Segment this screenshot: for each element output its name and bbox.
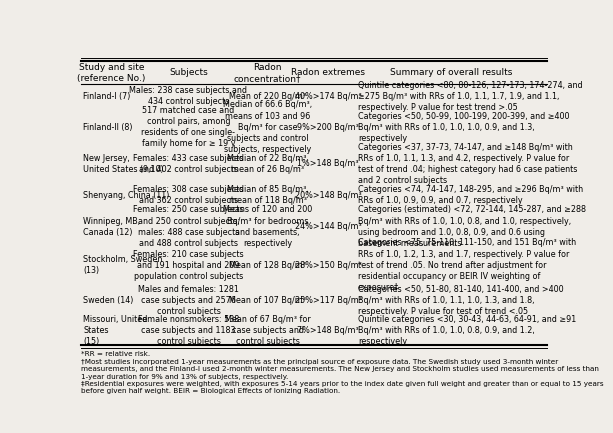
Text: †Most studies incorporated 1-year measurements as the principal source of exposu: †Most studies incorporated 1-year measur…: [82, 359, 600, 380]
Text: Mean of 128 Bq/m³: Mean of 128 Bq/m³: [229, 261, 306, 270]
Text: New Jersey,
United States (9,10): New Jersey, United States (9,10): [83, 154, 164, 174]
Text: 9%>200 Bq/m³: 9%>200 Bq/m³: [297, 123, 359, 132]
Text: 7%>148 Bq/m³: 7%>148 Bq/m³: [297, 326, 359, 335]
Text: Females: 250 case subjects
and 250 control subjects;
males: 488 case subjects
an: Females: 250 case subjects and 250 contr…: [133, 206, 244, 248]
Text: Study and site
(reference No.): Study and site (reference No.): [77, 63, 146, 83]
Text: 40%>174 Bq/m³: 40%>174 Bq/m³: [295, 92, 362, 101]
Text: Categories <50, 50-99, 100-199, 200-399, and ≥400
Bq/m³ with RRs of 1.0, 1.0, 1.: Categories <50, 50-99, 100-199, 200-399,…: [358, 112, 569, 143]
Text: Females: 308 case subjects
and 362 control subjects: Females: 308 case subjects and 362 contr…: [133, 185, 244, 205]
Text: 517 matched case and
control pairs, among
residents of one single-
family home f: 517 matched case and control pairs, amon…: [142, 106, 235, 148]
Text: Categories <75, 75-110, 111-150, and 151 Bq/m³ with
RRs of 1.0, 1.2, 1.3, and 1.: Categories <75, 75-110, 111-150, and 151…: [358, 239, 576, 292]
Text: Missouri, United
States
(15): Missouri, United States (15): [83, 315, 148, 346]
Text: Females: 433 case subjects
and 402 control subjects: Females: 433 case subjects and 402 contr…: [133, 154, 244, 174]
Text: Female nonsmokers: 538
case subjects and 1183
control subjects: Female nonsmokers: 538 case subjects and…: [138, 315, 239, 346]
Text: Females: 210 case subjects
and 191 hospital and 209
population control subjects: Females: 210 case subjects and 191 hospi…: [133, 249, 244, 281]
Text: *RR = relative risk.: *RR = relative risk.: [82, 351, 151, 357]
Text: Mean of 107 Bq/m³: Mean of 107 Bq/m³: [229, 296, 306, 305]
Text: Summary of overall results: Summary of overall results: [390, 68, 512, 78]
Text: Radon extremes: Radon extremes: [291, 68, 365, 78]
Text: Categories <37, 37-73, 74-147, and ≥148 Bq/m³ with
RRs of 1.0, 1.1, 1.3, and 4.2: Categories <37, 37-73, 74-147, and ≥148 …: [358, 143, 577, 185]
Text: Median of 85 Bq/m³,
mean of 118 Bq/m³: Median of 85 Bq/m³, mean of 118 Bq/m³: [227, 185, 308, 205]
Text: Males and females: 1281
case subjects and 2576
control subjects: Males and females: 1281 case subjects an…: [138, 285, 239, 316]
Text: Sweden (14): Sweden (14): [83, 296, 134, 305]
Text: Categories (estimated) <72, 72-144, 145-287, and ≥288
Bq/m³ with RRs of 1.0, 1.0: Categories (estimated) <72, 72-144, 145-…: [358, 206, 586, 248]
Text: Stockholm, Sweden
(13): Stockholm, Sweden (13): [83, 255, 162, 275]
Text: Radon
concentration†: Radon concentration†: [234, 63, 302, 83]
Text: Males: 238 case subjects and
434 control subjects: Males: 238 case subjects and 434 control…: [129, 86, 248, 107]
Text: 24%>144 Bq/m³: 24%>144 Bq/m³: [295, 222, 362, 231]
Text: Categories <50, 51-80, 81-140, 141-400, and >400
Bq/m³ with RRs of 1.0, 1.1, 1.0: Categories <50, 51-80, 81-140, 141-400, …: [358, 285, 563, 316]
Text: Median of 66.6 Bq/m³,
means of 103 and 96
Bq/m³ for case
subjects and control
su: Median of 66.6 Bq/m³, means of 103 and 9…: [223, 100, 312, 154]
Text: Finland-II (8): Finland-II (8): [83, 123, 133, 132]
Text: Winnipeg, MB,
Canada (12): Winnipeg, MB, Canada (12): [83, 216, 140, 237]
Text: Median of 22 Bq/m³,
mean of 26 Bq/m³: Median of 22 Bq/m³, mean of 26 Bq/m³: [227, 154, 308, 174]
Text: ‡Residential exposures were weighted, with exposures 5-14 years prior to the ind: ‡Residential exposures were weighted, wi…: [82, 381, 604, 394]
Text: 20%>148 Bq/m³: 20%>148 Bq/m³: [295, 191, 362, 200]
Text: Categories <74, 74-147, 148-295, and ≥296 Bq/m³ with
RRs of 1.0, 0.9, 0.9, and 0: Categories <74, 74-147, 148-295, and ≥29…: [358, 185, 583, 205]
Text: Shenyang, China (11): Shenyang, China (11): [83, 191, 170, 200]
Text: 25%>117 Bq/m³: 25%>117 Bq/m³: [295, 296, 362, 305]
Text: Finland-I (7): Finland-I (7): [83, 92, 131, 101]
Text: Mean of 220 Bq/m³: Mean of 220 Bq/m³: [229, 92, 306, 101]
Text: Mean of 67 Bq/m³ for
case subjects and
control subjects: Mean of 67 Bq/m³ for case subjects and c…: [225, 315, 310, 346]
Text: 1%>148 Bq/m³: 1%>148 Bq/m³: [297, 159, 359, 168]
Text: Subjects: Subjects: [169, 68, 208, 78]
Text: Quintile categories <30, 30-43, 44-63, 64-91, and ≥91
Bq/m³ with RRs of 1.0, 1.0: Quintile categories <30, 30-43, 44-63, 6…: [358, 315, 576, 346]
Text: 28%>150 Bq/m³: 28%>150 Bq/m³: [295, 261, 362, 270]
Text: Means of 120 and 200
Bq/m³ for bedrooms
and basements,
respectively: Means of 120 and 200 Bq/m³ for bedrooms …: [223, 206, 312, 248]
Text: Quintile categories <80, 80-126, 127-173, 174-274, and
≥275 Bq/m³ with RRs of 1.: Quintile categories <80, 80-126, 127-173…: [358, 81, 582, 112]
